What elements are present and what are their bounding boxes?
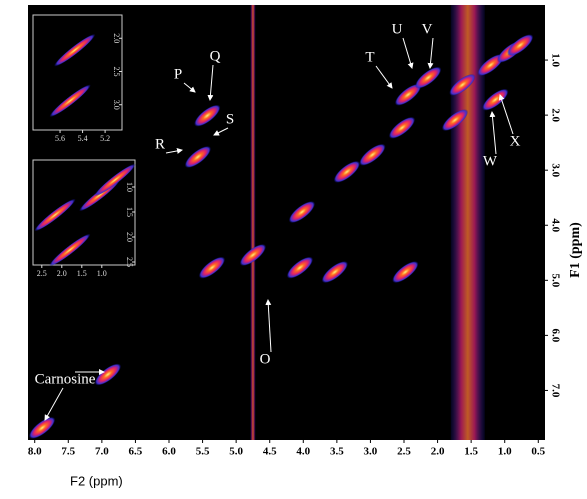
peak: [286, 256, 314, 279]
annotation: O: [260, 351, 271, 367]
x-tick-label: 5.2: [100, 134, 110, 143]
annotation: X: [510, 133, 521, 149]
x-tick-label: 1.5: [77, 269, 87, 278]
peak: [392, 261, 419, 283]
peak: [49, 233, 91, 267]
x-tick-label: 2.0: [431, 446, 445, 458]
x-axis-label: F2 (ppm): [70, 473, 123, 488]
annotation: U: [392, 21, 403, 37]
peak: [507, 34, 534, 57]
peak: [449, 73, 476, 96]
annotation: W: [483, 153, 498, 169]
peak: [34, 198, 76, 232]
y-tick-label: 1.0: [125, 182, 134, 192]
y-tick-label: 4.0: [549, 218, 561, 232]
annotation-arrow: [183, 82, 196, 93]
peak: [194, 104, 221, 127]
y-axis-label: F1 (ppm): [568, 222, 583, 278]
x-tick-label: 6.5: [129, 446, 143, 458]
y-tick-label: 1.0: [549, 53, 561, 67]
peak: [184, 146, 212, 168]
x-tick-label: 1.0: [498, 446, 512, 458]
annotation-arrow: [489, 111, 497, 155]
annotation-arrow: [213, 127, 229, 136]
y-tick-label: 2.0: [125, 232, 134, 242]
annotation-arrow: [165, 147, 183, 154]
peak: [415, 66, 442, 89]
annotation: R: [155, 136, 165, 152]
annotation-arrow: [44, 387, 64, 421]
x-tick-label: 7.0: [95, 446, 109, 458]
peak: [239, 244, 267, 266]
x-tick-label: 2.0: [57, 269, 67, 278]
x-tick-label: 8.0: [28, 446, 42, 458]
annotation: S: [226, 111, 234, 127]
x-tick-label: 7.5: [61, 446, 75, 458]
annotation-arrow: [498, 94, 514, 135]
y-tick-label: 2.0: [549, 108, 561, 122]
peak: [288, 201, 316, 223]
x-tick-label: 2.5: [397, 446, 411, 458]
x-tick-label: 5.5: [196, 446, 210, 458]
peak: [394, 83, 422, 106]
x-tick-label: 3.5: [330, 446, 344, 458]
x-tick-label: 3.0: [364, 446, 378, 458]
y-tick-label: 5.0: [549, 273, 561, 287]
annotation: V: [422, 21, 433, 37]
x-tick-label: 5.0: [229, 446, 243, 458]
annotation-arrow: [427, 37, 434, 69]
x-tick-label: 5.6: [55, 134, 65, 143]
annotation-arrow: [402, 37, 414, 69]
annotation: T: [365, 49, 374, 65]
x-tick-label: 1.5: [464, 446, 478, 458]
x-tick-label: 2.5: [37, 269, 47, 278]
peak: [333, 160, 361, 183]
peak: [441, 109, 469, 132]
peak: [321, 261, 348, 283]
peak: [54, 33, 96, 67]
annotation-arrow: [207, 64, 214, 101]
y-tick-label: 2.5: [112, 67, 121, 77]
annotation: Q: [210, 48, 221, 64]
x-tick-label: 4.5: [263, 446, 277, 458]
annotation-arrow: [375, 65, 393, 89]
x-tick-label: 0.5: [531, 446, 545, 458]
peak: [49, 84, 91, 118]
x-tick-label: 4.0: [296, 446, 310, 458]
peak: [388, 116, 416, 139]
y-tick-label: 1.5: [125, 207, 134, 217]
peak: [94, 163, 136, 197]
inset-frame: [32, 14, 123, 131]
y-tick-label: 7.0: [549, 384, 561, 398]
annotation: Carnosine: [35, 371, 96, 387]
y-tick-label: 3.0: [549, 163, 561, 177]
peak: [94, 363, 122, 386]
y-tick-label: 2.0: [112, 33, 121, 43]
x-tick-label: 1.0: [97, 269, 107, 278]
y-tick-label: 3.0: [112, 100, 121, 110]
ridge: [250, 5, 256, 440]
annotation-arrow: [265, 299, 272, 353]
y-tick-label: 6.0: [549, 329, 561, 343]
y-tick-label: 2.5: [125, 257, 134, 267]
peak: [198, 256, 226, 279]
x-tick-label: 5.4: [78, 134, 88, 143]
annotation: P: [174, 66, 182, 82]
peak: [359, 143, 386, 166]
x-tick-label: 6.0: [162, 446, 176, 458]
peak: [28, 416, 56, 439]
